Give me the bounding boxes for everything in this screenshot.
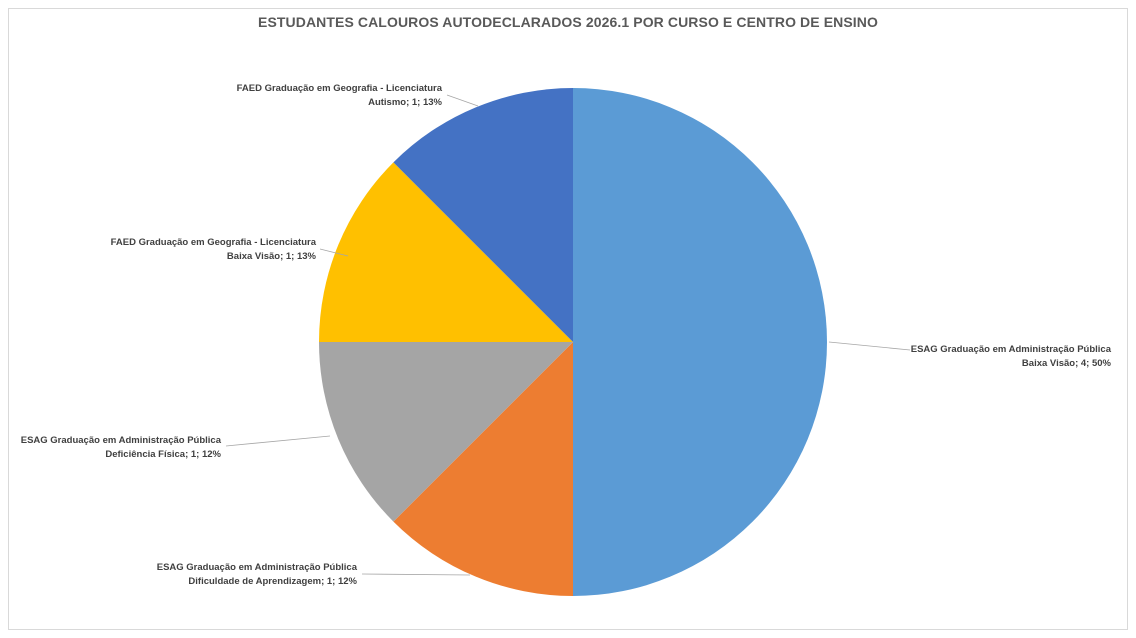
data-label-2: ESAG Graduação em Administração Pública D… bbox=[157, 562, 358, 587]
data-label-1: ESAG Graduação em Administração Pública B… bbox=[911, 344, 1112, 369]
data-label-value: Baixa Visão; 4; 50% bbox=[1022, 358, 1112, 369]
chart-title: ESTUDANTES CALOUROS AUTODECLARADOS 2026.… bbox=[258, 14, 878, 30]
pie-slice-4 bbox=[319, 162, 573, 342]
data-labels: ESAG Graduação em Administração Pública B… bbox=[21, 83, 1112, 587]
data-label-value: Deficiência Física; 1; 12% bbox=[105, 449, 221, 460]
data-label-value: Baixa Visão; 1; 13% bbox=[227, 251, 317, 262]
leader-line-1 bbox=[828, 341, 911, 351]
pie-slices bbox=[319, 88, 827, 596]
data-label-3: ESAG Graduação em Administração Pública D… bbox=[21, 435, 222, 460]
leader-line-2 bbox=[361, 573, 471, 576]
leader-lines bbox=[225, 94, 911, 576]
pie-slice-5 bbox=[393, 88, 573, 342]
pie-slice-2 bbox=[393, 342, 573, 596]
data-label-5: FAED Graduação em Geografia - Licenciatu… bbox=[237, 83, 443, 108]
pie-slice-3 bbox=[319, 342, 573, 522]
leader-line-5 bbox=[446, 94, 479, 107]
leader-line-3 bbox=[225, 435, 331, 447]
data-label-value: Dificuldade de Aprendizagem; 1; 12% bbox=[188, 576, 357, 587]
data-label-category: FAED Graduação em Geografia - Licenciatu… bbox=[111, 237, 317, 248]
pie-slice-1 bbox=[573, 88, 827, 596]
data-label-4: FAED Graduação em Geografia - Licenciatu… bbox=[111, 237, 317, 262]
data-label-category: ESAG Graduação em Administração Pública bbox=[157, 562, 358, 573]
leader-line-4 bbox=[319, 248, 349, 257]
data-label-category: FAED Graduação em Geografia - Licenciatu… bbox=[237, 83, 443, 94]
data-label-value: Autismo; 1; 13% bbox=[368, 97, 442, 108]
data-label-category: ESAG Graduação em Administração Pública bbox=[21, 435, 222, 446]
data-label-category: ESAG Graduação em Administração Pública bbox=[911, 344, 1112, 355]
